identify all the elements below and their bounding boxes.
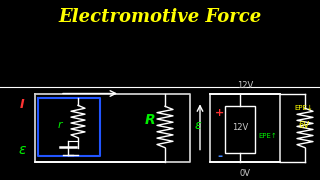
Text: ε: ε xyxy=(18,143,26,157)
Text: 0V: 0V xyxy=(239,169,251,178)
Text: EPE↑: EPE↑ xyxy=(258,133,277,139)
Text: r: r xyxy=(58,120,63,130)
Text: +: + xyxy=(215,108,225,118)
Text: 12V: 12V xyxy=(237,81,253,90)
Text: ε: ε xyxy=(195,120,202,132)
Text: -: - xyxy=(217,150,223,163)
Text: 6V: 6V xyxy=(298,122,309,130)
Text: Electromotive Force: Electromotive Force xyxy=(58,8,262,26)
Text: R: R xyxy=(145,113,156,127)
Text: I: I xyxy=(20,98,25,111)
Text: EPE↓: EPE↓ xyxy=(294,105,313,111)
Text: 12V: 12V xyxy=(232,123,248,132)
Bar xyxy=(225,106,255,153)
